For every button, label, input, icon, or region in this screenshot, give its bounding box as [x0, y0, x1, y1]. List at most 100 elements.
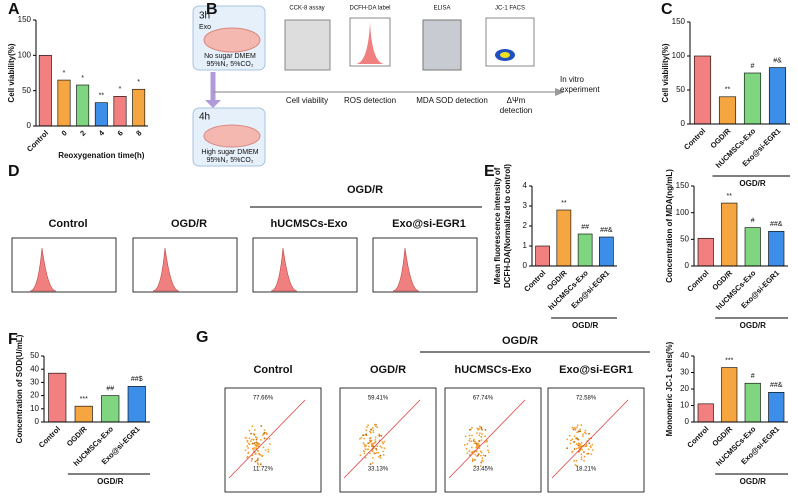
flow-event: [246, 445, 249, 448]
histogram-title: Exo@si-EGR1: [392, 218, 466, 230]
flow-event: [265, 431, 267, 434]
flow-event: [472, 440, 475, 442]
flow-event: [482, 460, 484, 463]
agent-label: Exo: [199, 24, 211, 31]
flow-event: [480, 461, 483, 464]
bar: [718, 96, 737, 125]
flow-event: [576, 431, 578, 434]
flow-event: [253, 447, 256, 449]
flow-event: [486, 445, 489, 448]
bar: [94, 102, 108, 127]
bar: [697, 237, 714, 267]
flow-event: [370, 443, 373, 446]
flow-event: [471, 426, 473, 429]
flow-event: [267, 448, 270, 451]
y-tick-label: 0: [685, 261, 690, 270]
y-tick-label: 50: [30, 351, 39, 360]
y-tick-label: 20: [680, 384, 689, 393]
flow-event: [471, 434, 473, 437]
flow-event: [583, 451, 585, 453]
assay-label: DCFH-DA label: [349, 6, 390, 12]
panel-letter: E: [484, 163, 495, 180]
flow-event: [468, 428, 471, 431]
flow-event: [252, 448, 255, 451]
flow-event: [379, 445, 382, 448]
flow-event: [382, 454, 385, 456]
x-tick-label: 0: [60, 128, 69, 137]
y-tick-label: 2: [523, 221, 528, 230]
bar: [556, 209, 572, 267]
gate-percent: 23.45%: [473, 467, 494, 473]
flow-event: [466, 443, 469, 445]
x-tick-label: 4: [97, 128, 107, 138]
flow-event: [251, 442, 254, 445]
plate-reader: [284, 19, 331, 71]
medium-label: No sugar DMEM: [204, 53, 256, 60]
time-label: 3h: [199, 11, 210, 22]
flow-event: [477, 453, 480, 456]
flow-event: [473, 464, 476, 467]
flow-event: [362, 434, 364, 437]
flow-event: [371, 461, 374, 464]
flow-event: [256, 462, 259, 464]
flow-event: [263, 429, 266, 432]
flow-event: [374, 439, 377, 441]
flow-event: [250, 460, 253, 462]
histogram-title: hUCMSCs-Exo: [270, 218, 347, 230]
flow-event: [468, 434, 471, 437]
flow-event: [476, 445, 478, 447]
flow-event: [374, 436, 377, 439]
y-tick-label: 0: [523, 261, 528, 270]
flow-event: [476, 455, 479, 457]
significance-label: #: [751, 217, 755, 224]
flow-event: [568, 434, 571, 437]
flow-event: [368, 452, 371, 455]
group-label: OGD/R: [97, 477, 123, 486]
bar: [57, 79, 71, 127]
flow-event: [378, 434, 381, 437]
flow-event: [566, 438, 569, 441]
bar: [48, 372, 67, 423]
y-tick-label: 20: [30, 391, 39, 400]
flow-event: [377, 451, 380, 454]
flow-event: [374, 424, 377, 427]
bar: [768, 67, 787, 125]
assay-label: CCK-8 assay: [289, 6, 324, 12]
readout-label: ROS detection: [344, 96, 396, 105]
flow-event: [571, 438, 574, 441]
histogram-title: Control: [48, 218, 87, 230]
flow-event: [484, 454, 487, 457]
gate-line: [343, 399, 421, 479]
y-tick-label: 40: [680, 351, 689, 360]
gate-line: [551, 399, 629, 479]
panel-letter: A: [8, 1, 20, 18]
flow-event: [247, 442, 250, 445]
flow-event: [254, 444, 257, 447]
flow-event: [259, 463, 262, 466]
bar: [38, 55, 52, 127]
significance-label: **: [561, 200, 567, 207]
gate-percent: 77.66%: [253, 396, 274, 402]
flow-event: [481, 433, 483, 435]
y-tick-label: 0: [685, 417, 690, 426]
histogram-frame: [132, 237, 238, 293]
histogram-frame: [372, 237, 478, 293]
flow-event: [476, 427, 479, 430]
flow-event: [474, 453, 477, 456]
histogram-title: OGD/R: [171, 218, 207, 230]
flow-event: [578, 443, 581, 446]
x-tick-label: 6: [116, 128, 125, 137]
bar: [697, 403, 714, 423]
bar: [132, 88, 146, 127]
panel-letter: D: [8, 163, 20, 180]
flow-event: [255, 441, 258, 444]
gas-label: 95%N₂ 5%CO₂: [206, 157, 253, 164]
flow-event: [263, 431, 266, 434]
flow-event: [251, 438, 253, 441]
flow-event: [582, 433, 584, 436]
flow-event: [383, 447, 386, 450]
flow-event: [480, 439, 483, 442]
flow-event: [267, 450, 270, 453]
y-axis-label: Monomeric JC-1 cells(%): [665, 341, 674, 436]
flow-event: [370, 428, 372, 431]
